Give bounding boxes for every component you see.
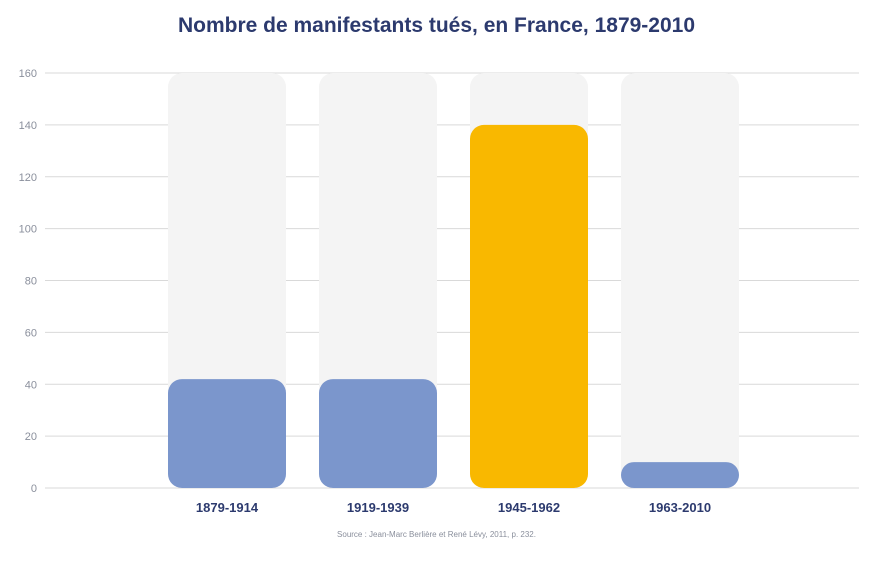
y-tick-label: 80: [25, 276, 37, 288]
category-label: 1963-2010: [649, 500, 711, 515]
category-label: 1879-1914: [196, 500, 259, 515]
source-note: Source : Jean-Marc Berlière et René Lévy…: [337, 530, 536, 539]
category-labels: 1879-1914 1919-1939 1945-1962 1963-2010: [196, 500, 711, 515]
y-tick-label: 20: [25, 431, 37, 443]
bar-1963-2010: [621, 462, 739, 488]
bar-1945-1962: [470, 124, 588, 488]
y-tick-label: 60: [25, 327, 37, 339]
y-tick-label: 120: [19, 172, 37, 184]
category-label: 1919-1939: [347, 500, 409, 515]
category-label: 1945-1962: [498, 500, 560, 515]
y-axis-ticks: 0 20 40 60 80 100 120 140 160: [19, 68, 37, 495]
y-tick-label: 100: [19, 224, 37, 236]
bar-1919-1939: [319, 379, 437, 488]
y-tick-label: 0: [31, 483, 37, 495]
y-tick-label: 140: [19, 120, 37, 132]
bar-1879-1914: [168, 379, 286, 488]
bar-track: [621, 73, 739, 488]
y-tick-label: 160: [19, 68, 37, 80]
chart-title: Nombre de manifestants tués, en France, …: [177, 14, 696, 37]
y-tick-label: 40: [25, 379, 37, 391]
bars: [168, 124, 739, 488]
